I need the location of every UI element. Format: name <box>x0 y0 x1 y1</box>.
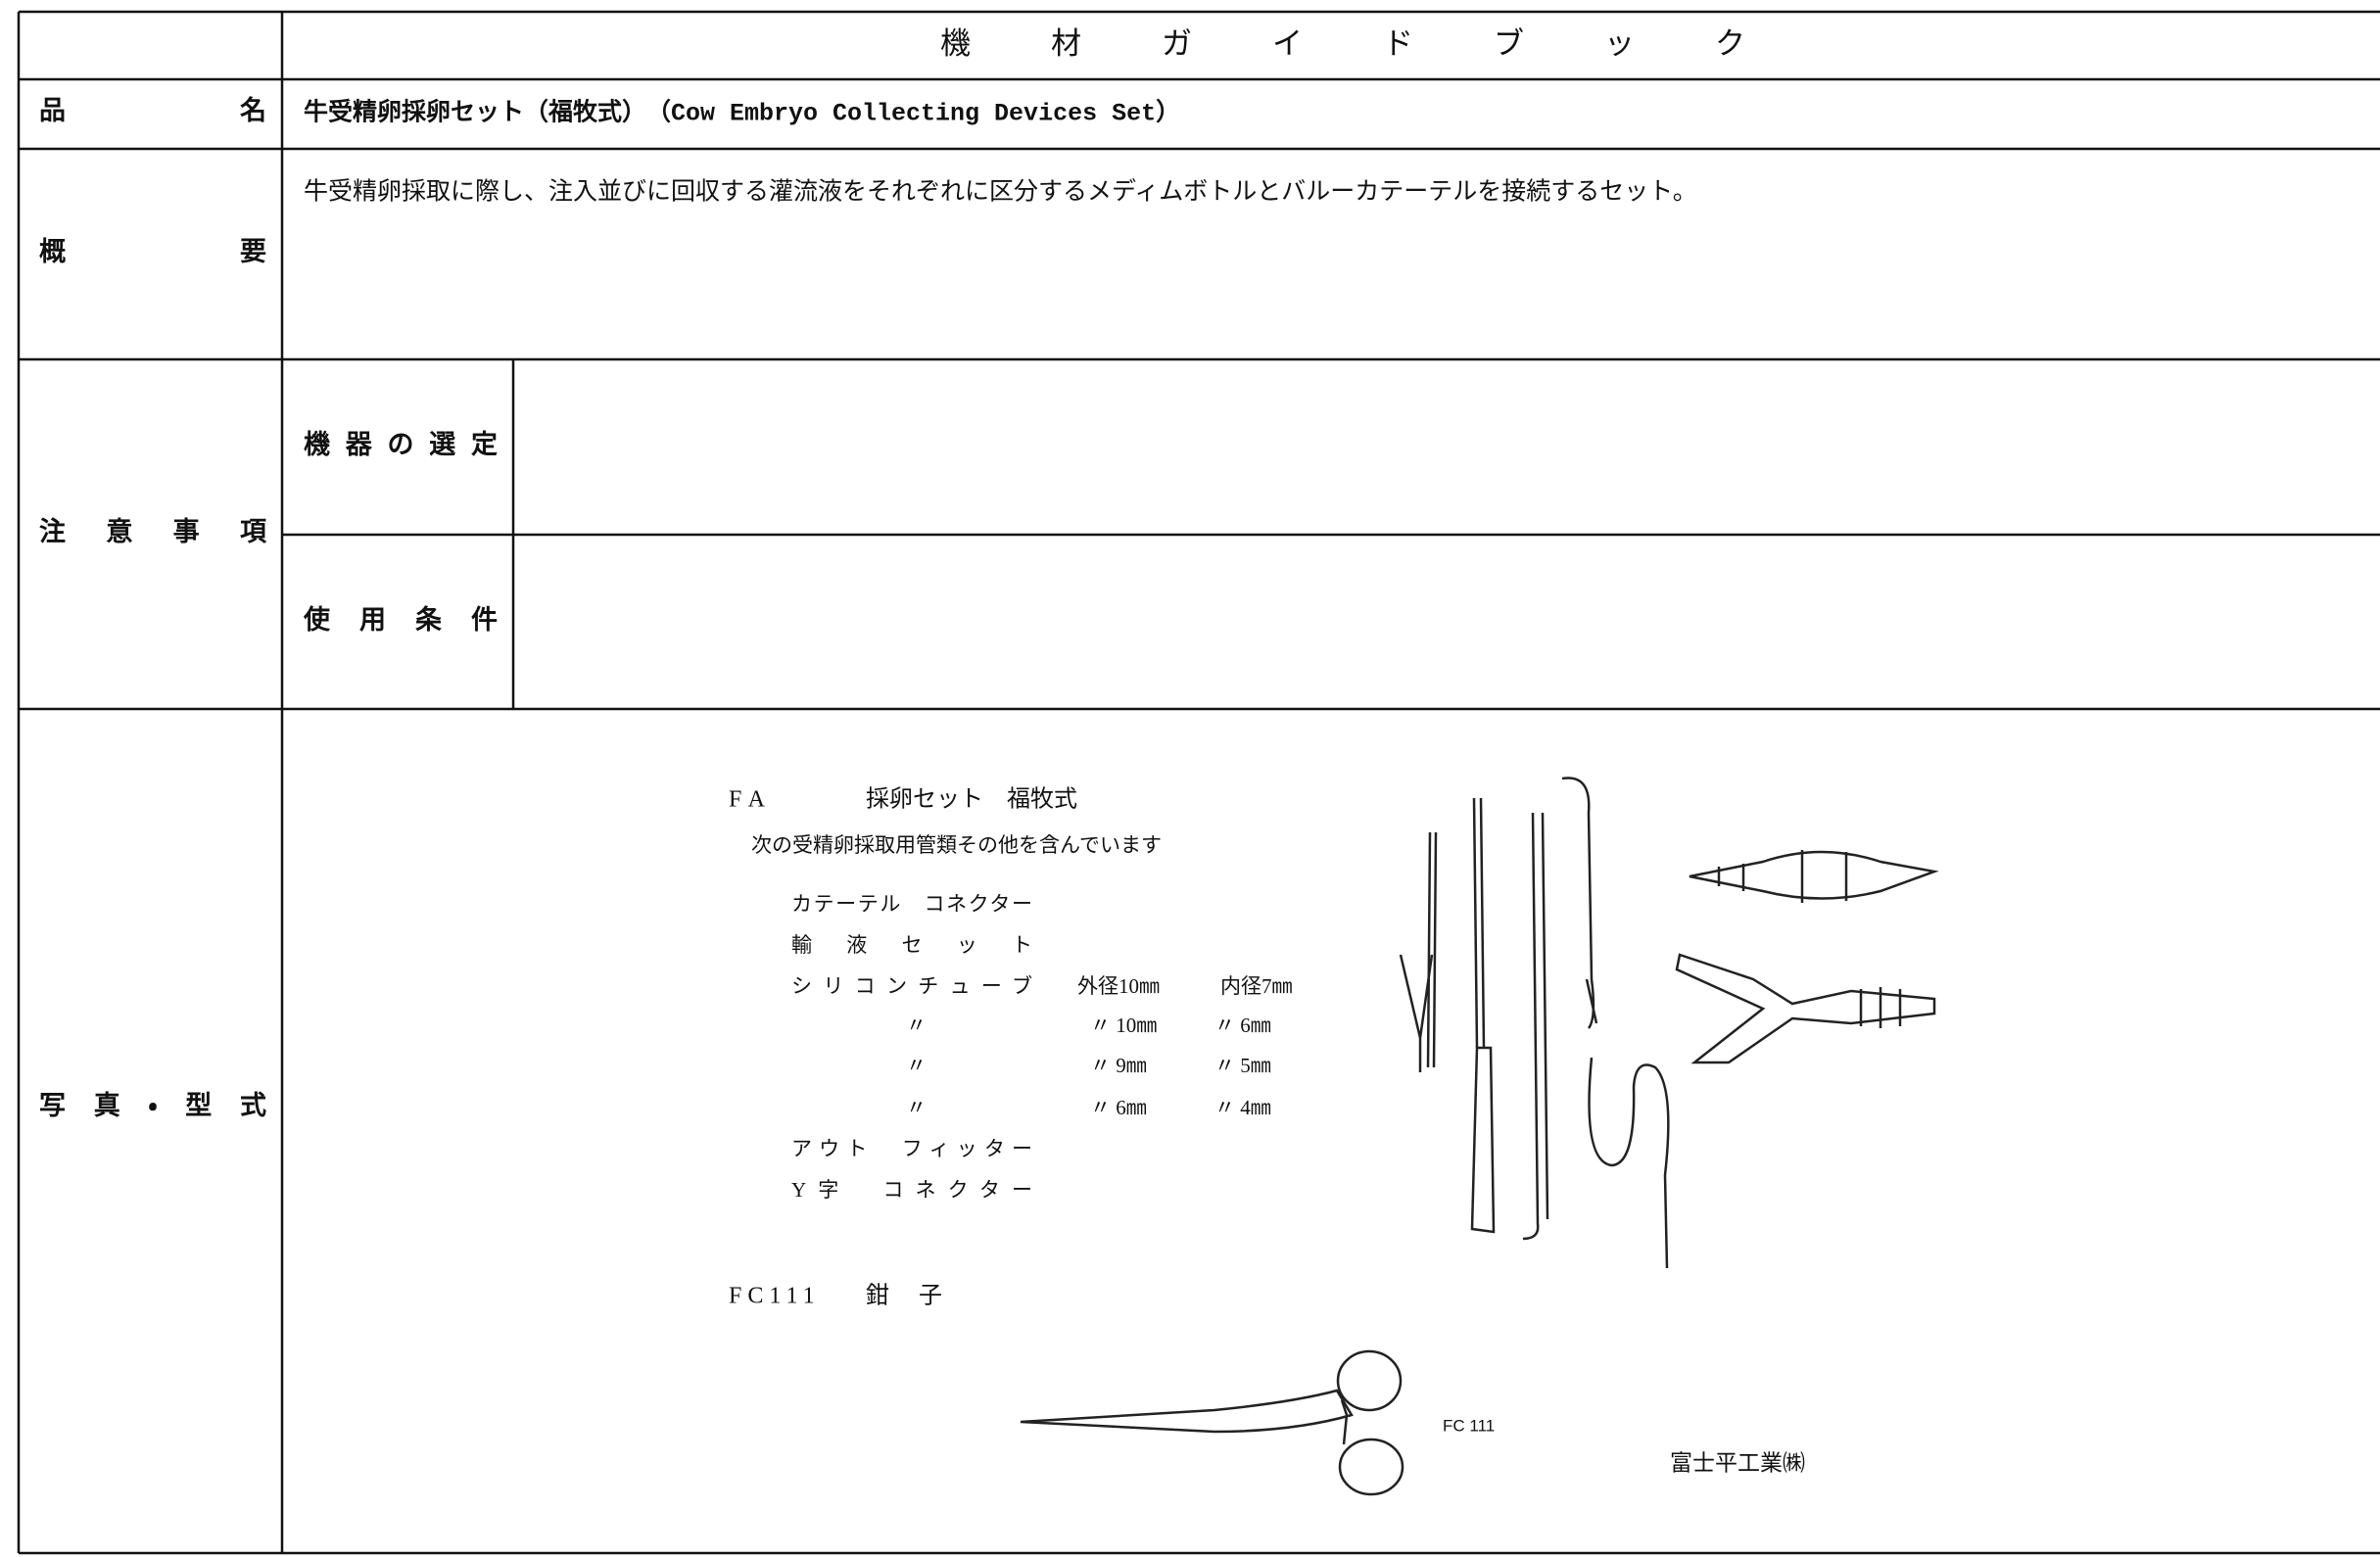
inner-diameter: 〃 5㎜ <box>1214 1054 1271 1077</box>
photo-content: FA 採卵セット 福牧式 次の受精卵採取用管類その他を含んでいます カテーテル … <box>729 786 1805 1476</box>
tube <box>1426 831 1438 1068</box>
connector-ridges <box>1859 987 1902 1028</box>
item-name: アウト フィッター <box>791 1137 1032 1160</box>
outer-diameter: 〃 9㎜ <box>1090 1054 1147 1077</box>
sub-label: 使用条件 <box>303 605 498 635</box>
forceps-caption: FC 111 <box>1443 1416 1495 1435</box>
item-name: カテーテル コネクター <box>791 892 1032 916</box>
outer-diameter: 〃 6㎜ <box>1090 1096 1147 1119</box>
set-description: 次の受精卵採取用管類その他を含んでいます <box>751 833 1162 857</box>
forceps-code: FC111 <box>729 1284 821 1309</box>
row-label: 写真・型式 <box>39 1091 266 1120</box>
tube <box>1522 812 1549 1241</box>
catheter <box>1470 1046 1496 1234</box>
outer-diameter: 〃 10㎜ <box>1090 1014 1157 1037</box>
y-connector <box>1675 953 1936 1064</box>
connector-ridges <box>1717 850 1848 903</box>
item-name: Y字 コネクター <box>791 1178 1032 1202</box>
item-name: 〃 <box>906 1014 927 1037</box>
inner-diameter: 〃 4㎜ <box>1214 1096 1271 1119</box>
sub-label: 機器の選定 <box>304 430 498 459</box>
row-label: 注意事項 <box>39 517 267 546</box>
connector-drawing <box>1675 850 1939 1064</box>
item-name: 〃 <box>906 1096 927 1119</box>
set-code: FA <box>729 787 773 813</box>
forceps-ring <box>1338 1438 1404 1496</box>
row-label: 概要 <box>39 237 266 266</box>
maker: 富士平工業㈱ <box>1670 1450 1805 1475</box>
outer-diameter: 外径10㎜ <box>1077 974 1160 998</box>
table-lines <box>17 10 2380 1555</box>
forceps-name: 鉗子 <box>866 1283 972 1309</box>
forceps-drawing <box>1020 1349 1404 1496</box>
tube-drawing <box>1399 777 1670 1269</box>
row-label: 品名 <box>39 95 266 125</box>
tube <box>1472 797 1486 1049</box>
inner-diameter: 〃 6㎜ <box>1214 1014 1271 1037</box>
tube <box>1588 1057 1670 1269</box>
tube <box>1561 777 1598 1029</box>
summary-text: 牛受精卵採取に際し、注入並びに回収する灌流液をそれぞれに区分するメディムボトルと… <box>304 178 1697 206</box>
set-name: 採卵セット 福牧式 <box>866 786 1077 813</box>
connector <box>1689 850 1939 900</box>
inner-diameter: 内径7㎜ <box>1220 974 1293 998</box>
item-name: シリコンチューブ <box>791 974 1032 998</box>
item-name: 輸液セット <box>791 933 1032 957</box>
forceps-shank <box>1340 1399 1349 1445</box>
title: 機材ガイドブック <box>940 26 1826 61</box>
product-name: 牛受精卵採卵セット（福牧式） （Cow Embryo Collecting De… <box>304 98 1180 128</box>
forceps-ring <box>1336 1349 1403 1412</box>
tube <box>1399 954 1434 1072</box>
item-name: 〃 <box>906 1054 927 1077</box>
forceps-jaw <box>1020 1389 1354 1434</box>
